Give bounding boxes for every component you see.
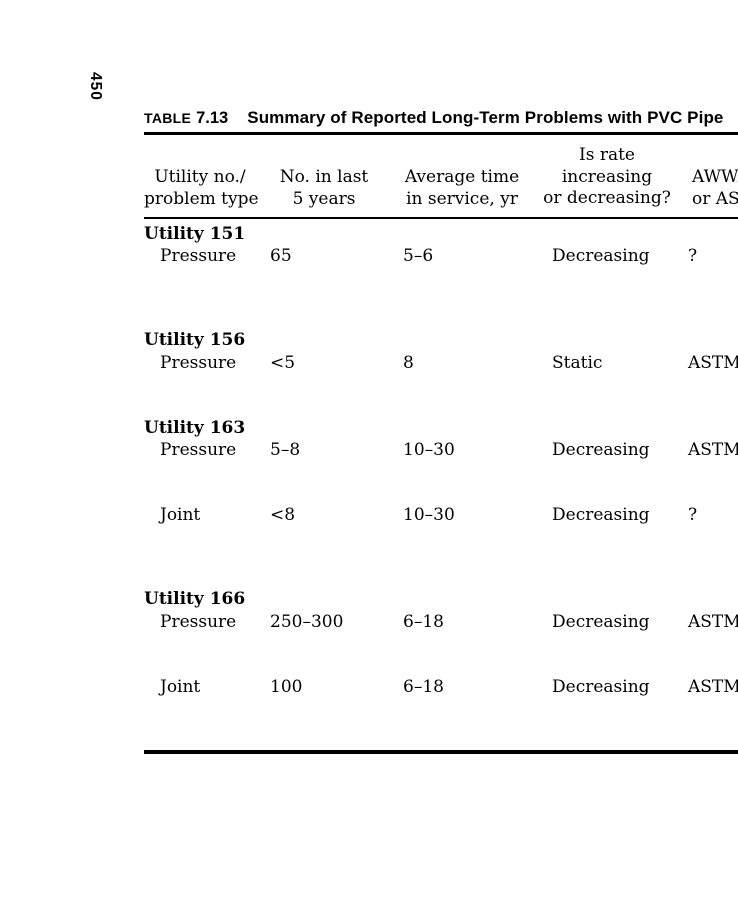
problem-type-cell: Pressure — [160, 612, 237, 632]
column-header-line: Is rate — [579, 145, 635, 165]
rate-trend-cell: Decreasing — [552, 440, 650, 460]
count-cell: <8 — [270, 505, 296, 525]
utility-group-label: Utility 166 — [144, 589, 246, 609]
service-time-cell: 10–30 — [403, 505, 455, 525]
count-cell: 65 — [270, 246, 292, 266]
problem-type-cell: Pressure — [160, 246, 237, 266]
column-header-line: Average time — [404, 167, 520, 187]
problem-type-cell: Joint — [160, 505, 201, 525]
rate-trend-cell: Decreasing — [552, 612, 650, 632]
page-number: 450 — [87, 72, 104, 101]
standard-cell: ? — [688, 246, 698, 266]
column-header-average-service-time: Average time in service, yr — [396, 167, 528, 210]
service-time-cell: 10–30 — [403, 440, 455, 460]
standard-cell: ASTM — [688, 353, 738, 373]
column-header-utility-problem-type: Utility no./ problem type — [144, 167, 259, 210]
column-header-rate-trend: Is rate increasing or decreasing? — [538, 145, 676, 210]
service-time-cell: 6–18 — [403, 612, 444, 632]
table-group-header: Utility 163 — [0, 417, 738, 439]
column-header-line: or ASTM — [692, 188, 738, 209]
column-header-count-last-5-years: No. in last 5 years — [262, 167, 386, 210]
rate-trend-cell: Decreasing — [552, 246, 650, 266]
service-time-cell: 8 — [403, 353, 414, 373]
problem-type-cell: Pressure — [160, 353, 237, 373]
count-cell: 100 — [270, 677, 303, 697]
column-header-standard: AWWA or ASTM — [692, 167, 738, 210]
column-header-line: Utility no./ — [154, 167, 246, 187]
standard-cell: ? — [688, 505, 698, 525]
column-header-line: in service, yr — [406, 188, 518, 209]
rate-trend-cell: Static — [552, 353, 603, 373]
count-cell: <5 — [270, 353, 296, 373]
problem-type-cell: Pressure — [160, 440, 237, 460]
utility-group-label: Utility 163 — [144, 418, 246, 438]
column-header-line: increasing — [561, 166, 653, 187]
column-header-line: AWWA — [692, 167, 738, 187]
table-group-header: Utility 151 — [0, 223, 738, 245]
standard-cell: ASTM — [688, 677, 738, 697]
table-group-header: Utility 156 — [0, 329, 738, 351]
table-row: Pressure 65 5–6 Decreasing ? — [0, 245, 738, 267]
rate-trend-cell: Decreasing — [552, 505, 650, 525]
table-row: Pressure 250–300 6–18 Decreasing ASTM — [0, 611, 738, 633]
service-time-cell: 5–6 — [403, 246, 434, 266]
header-rule — [144, 217, 738, 219]
column-header-line: problem type — [144, 188, 259, 209]
table-row: Joint 100 6–18 Decreasing ASTM — [0, 676, 738, 698]
table-group-header: Utility 166 — [0, 588, 738, 610]
table-tag: TABLE — [144, 110, 192, 126]
table-row: Joint <8 10–30 Decreasing ? — [0, 504, 738, 526]
service-time-cell: 6–18 — [403, 677, 444, 697]
rate-trend-cell: Decreasing — [552, 677, 650, 697]
table-caption: TABLE 7.13 Summary of Reported Long-Term P… — [144, 106, 723, 131]
utility-group-label: Utility 151 — [144, 224, 246, 244]
count-cell: 5–8 — [270, 440, 301, 460]
column-header-line: or decreasing? — [543, 188, 671, 208]
utility-group-label: Utility 156 — [144, 330, 246, 350]
column-header-line: No. in last — [279, 167, 369, 187]
caption-rule — [144, 132, 738, 135]
table-number: 7.13 — [196, 109, 229, 127]
standard-cell: ASTM — [688, 612, 738, 632]
standard-cell: ASTM — [688, 440, 738, 460]
table-bottom-rule — [144, 750, 738, 754]
column-header-line: 5 years — [292, 188, 356, 209]
table-row: Pressure <5 8 Static ASTM — [0, 352, 738, 374]
table-title: Summary of Reported Long-Term Problems w… — [247, 108, 724, 127]
count-cell: 250–300 — [270, 612, 344, 632]
problem-type-cell: Joint — [160, 677, 201, 697]
table-row: Pressure 5–8 10–30 Decreasing ASTM — [0, 439, 738, 461]
